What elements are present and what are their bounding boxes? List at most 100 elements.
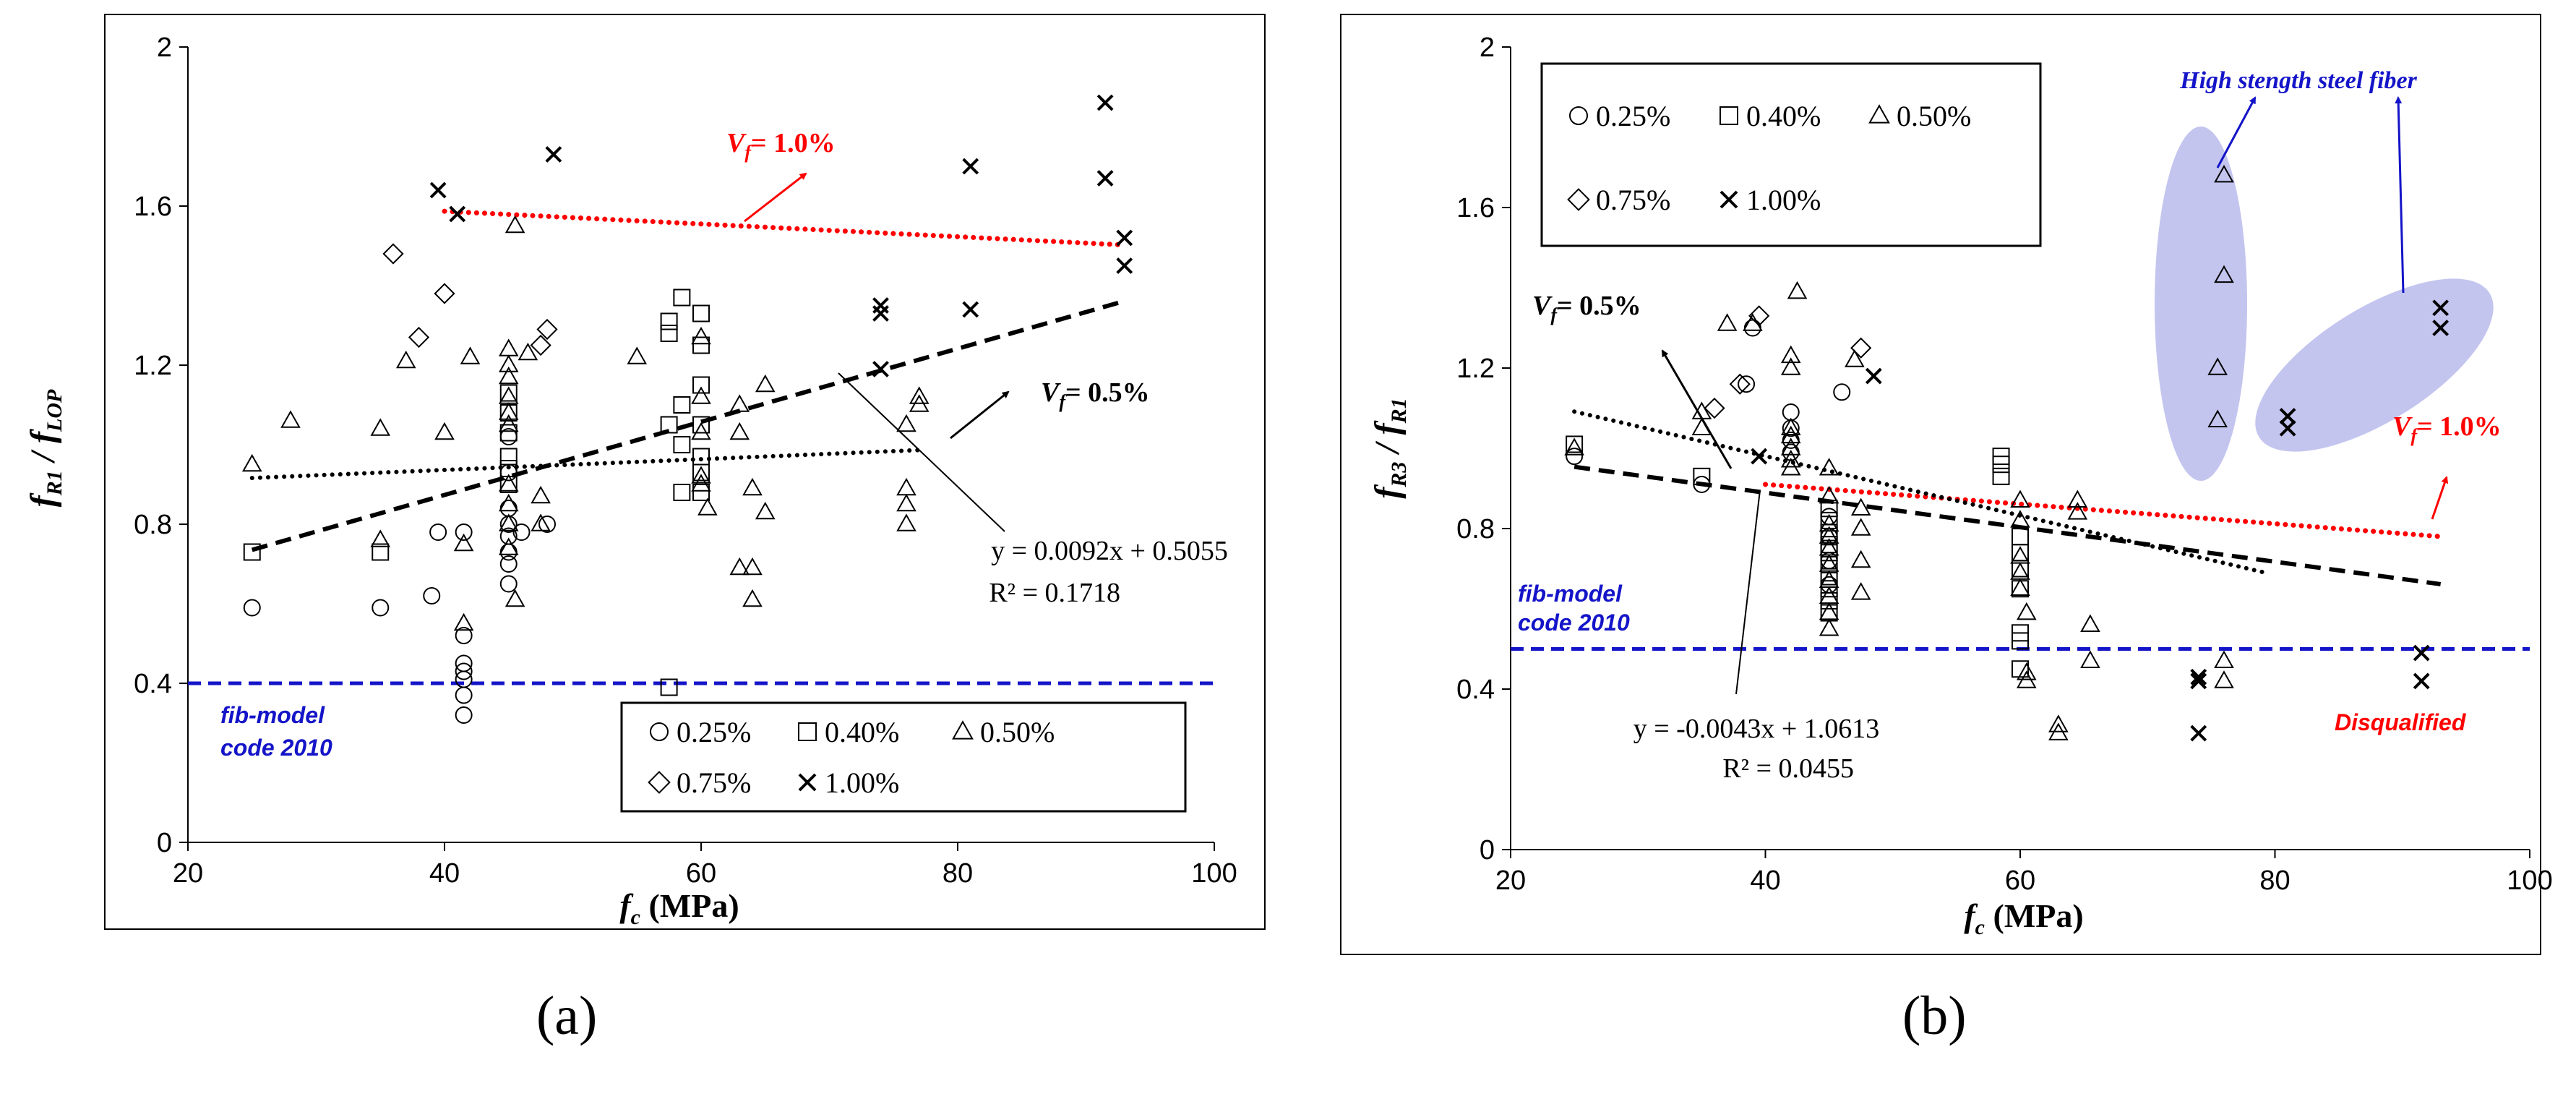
vf10-label-b: Vf= 1.0% [2392, 411, 2502, 446]
y-tick-label: 1.2 [134, 351, 172, 381]
legend-items-a: 0.25% 0.40% 0.50% 0.75% 1.00% [648, 716, 1055, 799]
point-circle [429, 523, 447, 541]
point-circle [455, 706, 473, 724]
point-cross [2279, 408, 2296, 425]
point-square [692, 304, 710, 322]
trendlines-a [249, 208, 1128, 552]
point-cross [1096, 94, 1114, 111]
tick-group-a: 20 40 60 80 100 0 0.4 0.8 1.2 1.6 2 [134, 33, 1237, 889]
point-triangle [370, 418, 391, 436]
point-square [499, 424, 518, 442]
equation-pointer-a [838, 372, 1005, 532]
data-points-a [241, 94, 1133, 724]
point-triangle [1787, 281, 1808, 299]
y-tick-label: 1.6 [134, 192, 172, 222]
point-triangle [896, 493, 916, 512]
point-triangle [2207, 357, 2228, 375]
point-triangle [498, 474, 519, 492]
chart-panel-a: 20 40 60 80 100 0 0.4 0.8 1.2 1.6 2 Vf= 1.0% Vf= 0… [24, 14, 1266, 930]
legend-items-b: 0.25% 0.40% 0.50% 0.75% 1.00% [1567, 100, 1971, 216]
point-triangle [2214, 670, 2234, 688]
point-square [1992, 467, 2010, 485]
legend-label: 0.25% [1596, 100, 1670, 132]
legend-marker-circle [1569, 106, 1588, 125]
point-circle [538, 516, 556, 533]
x-axis-label-a: fc (MPa) [619, 887, 739, 929]
point-triangle [729, 422, 750, 440]
legend-marker-diamond [648, 771, 671, 794]
point-square [499, 384, 518, 402]
point-circle [499, 555, 518, 573]
vf10-arrow-a [744, 172, 807, 223]
point-triangle [498, 366, 519, 385]
point-triangle [505, 215, 525, 234]
data-points-b [1564, 164, 2450, 742]
point-triangle [1850, 518, 1871, 536]
point-triangle [1564, 437, 1584, 456]
x-tick-label: 60 [686, 858, 716, 889]
point-square [1693, 467, 1711, 485]
point-circle [1738, 375, 1756, 393]
point-cross [2190, 672, 2207, 690]
x-tick-label: 20 [173, 858, 203, 889]
fib-label-line2-a: code 2010 [220, 735, 332, 761]
point-circle [243, 599, 261, 617]
point-circle [512, 523, 531, 541]
point-triangle [395, 350, 416, 369]
vf10-label-a: Vf= 1.0% [726, 128, 836, 163]
point-triangle [505, 589, 525, 607]
legend-marker-circle [650, 722, 669, 741]
point-diamond [382, 243, 404, 265]
point-cross [429, 181, 447, 199]
point-cross [2432, 299, 2450, 317]
point-triangle [453, 533, 474, 552]
equation-a: y = 0.0092x + 0.5055 [991, 536, 1228, 566]
point-triangle [909, 386, 929, 404]
hssf-label: High stength steel fiber [2179, 67, 2418, 94]
point-circle [1833, 383, 1851, 401]
disqualified-label: Disqualified [2335, 709, 2467, 735]
point-triangle [498, 354, 519, 372]
legend-label: 0.50% [980, 716, 1055, 748]
point-triangle [531, 513, 551, 531]
point-triangle [434, 422, 455, 440]
point-triangle [691, 474, 711, 492]
point-cross [2413, 672, 2430, 690]
legend-label: 0.50% [1897, 100, 1971, 132]
point-diamond [1748, 305, 1770, 327]
point-diamond [530, 334, 551, 356]
point-triangle [370, 529, 391, 547]
point-triangle [2214, 265, 2234, 283]
x-tick-label: 80 [2259, 865, 2290, 896]
point-triangle [627, 346, 648, 364]
point-square [673, 436, 691, 453]
point-triangle [1780, 345, 1801, 364]
point-triangle [1819, 458, 1839, 476]
legend-marker-diamond [1567, 188, 1590, 211]
y-tick-label: 2 [1480, 33, 1495, 63]
point-diamond [434, 283, 455, 304]
chart-panel-b: 20 40 60 80 100 0 0.4 0.8 1.2 1.6 2 High stength s… [1340, 14, 2553, 955]
trendlines-b [1572, 409, 2444, 586]
x-tick-label: 20 [1495, 865, 1526, 896]
x-tick-label: 40 [1750, 865, 1780, 896]
point-square [372, 543, 390, 561]
legend-label: 0.75% [677, 766, 751, 799]
point-triangle [1850, 497, 1871, 516]
point-triangle [1819, 513, 1839, 532]
point-square [660, 325, 678, 342]
point-triangle [498, 402, 519, 420]
point-square [692, 484, 710, 501]
panel-label-b: (b) [1902, 986, 1967, 1046]
point-triangle [1819, 526, 1839, 544]
point-cross [1865, 367, 1882, 385]
legend-marker-square [798, 722, 817, 741]
y-tick-label: 1.2 [1456, 354, 1495, 384]
vf05-label-b: Vf= 0.5% [1532, 291, 1641, 325]
point-cross [2432, 320, 2450, 336]
y-tick-label: 0.8 [134, 510, 172, 540]
trendline-all [251, 299, 1125, 552]
point-cross [872, 305, 889, 322]
point-triangle [1845, 349, 1865, 367]
y-tick-label: 0.4 [1456, 675, 1495, 705]
